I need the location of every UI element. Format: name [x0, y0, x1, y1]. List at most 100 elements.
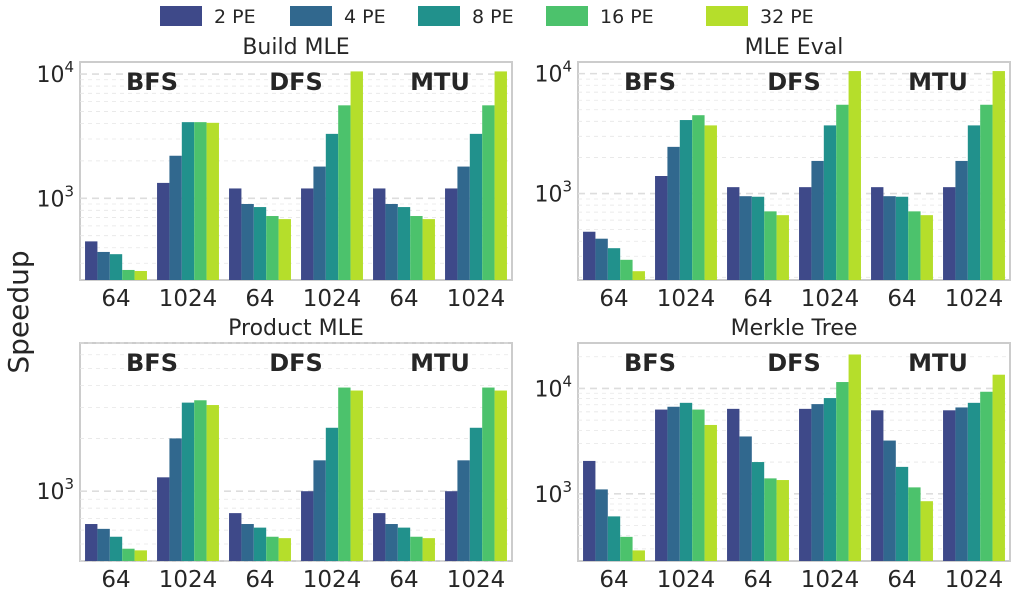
bar-16pe — [410, 536, 423, 561]
bar-16pe — [338, 105, 351, 281]
x-tick-label: 1024 — [657, 567, 716, 593]
bar-32pe — [776, 215, 789, 280]
bar-32pe — [350, 71, 363, 281]
bar-32pe — [920, 215, 933, 280]
bar-2pe — [727, 187, 740, 280]
bar-4pe — [97, 251, 110, 280]
bar-4pe — [667, 146, 680, 280]
bar-8pe — [325, 133, 339, 280]
bar-32pe — [494, 390, 507, 561]
x-tick-label: 1024 — [945, 567, 1004, 593]
x-tick-label: 64 — [245, 567, 274, 593]
bar-32pe — [134, 270, 147, 280]
bar-4pe — [169, 155, 182, 280]
bar-16pe — [908, 211, 921, 280]
bar-8pe — [751, 462, 765, 561]
x-tick-label: 64 — [743, 567, 772, 593]
bar-2pe — [445, 188, 458, 280]
panel-mle-eval: MLE Eval 103 104 64 1024 64 1024 64 1024 BFS DFS MT… — [534, 35, 1011, 312]
legend-label: 2 PE — [214, 6, 256, 28]
bar-16pe — [980, 391, 993, 561]
bar-4pe — [385, 203, 398, 280]
panel-build-mle: Build MLE 103 104 64 1024 64 1024 64 1024 BFS DFS M… — [36, 35, 513, 312]
bar-2pe — [301, 188, 314, 280]
y-axis-label: Speedup — [2, 250, 35, 373]
legend-swatch — [160, 6, 202, 26]
panel-title: Product MLE — [228, 316, 364, 341]
bar-32pe — [848, 354, 861, 561]
panel-title: MLE Eval — [745, 35, 844, 60]
bar-4pe — [883, 440, 896, 561]
bar-32pe — [704, 125, 717, 281]
x-tick-label: 64 — [101, 567, 130, 593]
x-tick-label: 1024 — [801, 567, 860, 593]
bar-32pe — [206, 405, 219, 561]
bar-2pe — [301, 491, 314, 561]
bar-32pe — [632, 550, 645, 561]
bar-2pe — [373, 513, 386, 561]
bar-16pe — [194, 122, 207, 280]
bar-8pe — [397, 527, 411, 561]
legend: 2 PE 4 PE 8 PE 16 PE 32 PE — [160, 6, 814, 28]
x-tick-label: 64 — [599, 567, 628, 593]
bar-8pe — [751, 196, 765, 280]
bar-4pe — [739, 436, 752, 561]
gridlines — [80, 342, 512, 562]
bar-32pe — [350, 390, 363, 561]
bar-2pe — [871, 187, 884, 280]
bar-8pe — [181, 402, 195, 561]
bar-4pe — [241, 524, 254, 561]
bar-8pe — [181, 122, 195, 280]
legend-label: 8 PE — [472, 6, 514, 28]
panel-title: Build MLE — [242, 35, 349, 60]
bar-4pe — [241, 203, 254, 280]
panel-product-mle: Product MLE 103 64 1024 64 1024 64 1024 BFS DFS MT… — [36, 316, 513, 593]
x-tick-label: 64 — [101, 286, 130, 312]
bar-8pe — [607, 516, 621, 561]
bar-8pe — [109, 536, 123, 561]
bar-2pe — [799, 408, 812, 561]
bar-4pe — [883, 196, 896, 280]
bar-16pe — [482, 105, 495, 281]
bar-2pe — [655, 176, 668, 280]
bar-8pe — [397, 207, 411, 280]
bar-8pe — [679, 402, 693, 561]
panel-title: Merkle Tree — [731, 316, 858, 341]
x-tick-label: 64 — [245, 286, 274, 312]
bar-32pe — [494, 71, 507, 281]
legend-label: 32 PE — [760, 6, 814, 28]
bar-8pe — [469, 133, 483, 280]
group-label-mtu: MTU — [908, 349, 968, 377]
bar-16pe — [836, 382, 849, 561]
bar-2pe — [445, 491, 458, 561]
bar-32pe — [920, 501, 933, 561]
y-tick-label: 103 — [36, 182, 74, 212]
panel-merkle-tree: Merkle Tree 103 104 64 1024 64 1024 64 1024 BFS DF… — [534, 316, 1011, 593]
bar-8pe — [679, 120, 693, 280]
legend-swatch — [546, 6, 588, 26]
bar-8pe — [967, 125, 981, 281]
gridlines — [578, 356, 1010, 550]
y-tick-label: 103 — [36, 475, 74, 505]
bar-16pe — [122, 548, 135, 561]
x-tick-label: 64 — [887, 567, 916, 593]
bar-16pe — [692, 115, 705, 280]
y-tick-label: 104 — [534, 372, 572, 402]
panel-frame — [577, 342, 1011, 562]
bar-16pe — [266, 216, 279, 280]
bar-32pe — [422, 219, 435, 280]
group-label-mtu: MTU — [410, 68, 470, 96]
bar-16pe — [692, 409, 705, 561]
group-label-bfs: BFS — [126, 68, 178, 96]
bars — [85, 387, 507, 561]
bar-4pe — [811, 160, 824, 280]
bar-16pe — [836, 104, 849, 281]
bar-4pe — [97, 528, 110, 561]
group-label-dfs: DFS — [767, 68, 821, 96]
bar-32pe — [992, 374, 1005, 561]
bar-2pe — [85, 241, 98, 280]
bar-2pe — [943, 187, 956, 280]
legend-swatch — [706, 6, 748, 26]
bar-2pe — [871, 410, 884, 561]
bar-2pe — [799, 187, 812, 280]
